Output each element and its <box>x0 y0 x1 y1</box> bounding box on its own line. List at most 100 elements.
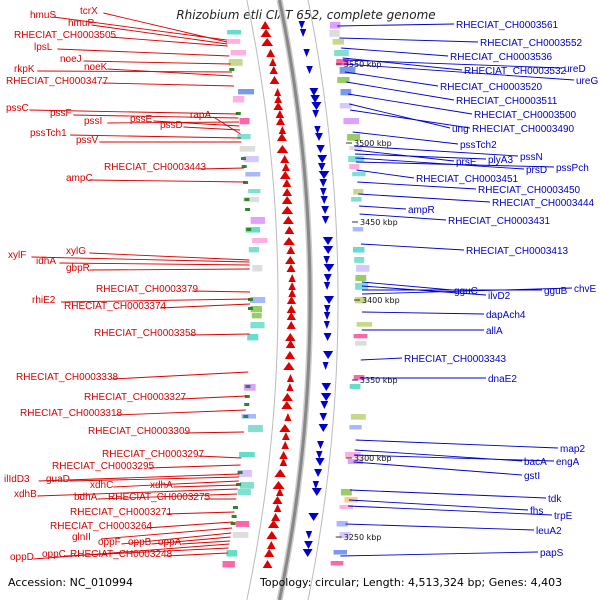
gc-marker <box>241 157 246 160</box>
outer-feature-block <box>332 39 344 45</box>
reverse-feature-arrow <box>269 58 277 66</box>
leader-line-left <box>33 543 230 560</box>
forward-feature-arrow <box>319 413 328 421</box>
leader-line-right <box>353 461 523 476</box>
leader-line-right <box>346 81 455 101</box>
leader-line-right <box>342 59 563 69</box>
reverse-feature-arrow <box>283 237 295 245</box>
outer-feature-block <box>337 77 350 84</box>
gene-label-left: oppC <box>42 549 66 560</box>
gene-label-right: gstI <box>524 471 540 482</box>
outer-feature-block <box>329 22 341 29</box>
gc-marker <box>245 208 251 211</box>
reverse-feature-arrow <box>281 401 293 409</box>
gene-label-right: dapAch4 <box>486 310 526 321</box>
forward-feature-arrow <box>316 145 325 153</box>
outer-feature-block <box>339 505 354 510</box>
leader-line-right <box>349 103 451 129</box>
gc-marker <box>246 228 252 231</box>
gene-label-left: pssD <box>160 120 183 131</box>
forward-feature-arrow <box>322 237 334 245</box>
tick-label: 3250 kbp <box>344 533 382 542</box>
forward-feature-arrow <box>314 469 323 477</box>
leader-line-left <box>103 12 228 43</box>
leader-line-right <box>354 145 519 157</box>
leader-line-right <box>348 505 553 516</box>
leader-line-left <box>190 333 250 336</box>
outer-feature-block <box>354 257 365 263</box>
gene-label-left: RHECIAT_CH0003275 <box>108 492 211 503</box>
leader-line-left <box>102 82 235 87</box>
gene-label-left: RHECIAT_CH0003443 <box>104 162 207 173</box>
gene-label-right: leuA2 <box>536 526 562 537</box>
gene-label-right: chvE <box>574 284 597 295</box>
reverse-feature-arrow <box>285 256 296 264</box>
gene-label-right: RHECIAT_CH0003532 <box>464 66 567 77</box>
outer-feature-block <box>336 521 348 527</box>
outer-feature-block <box>345 452 361 458</box>
gene-label-left: pssE <box>130 114 153 125</box>
gene-label-right: RHECIAT_CH0003500 <box>474 110 577 121</box>
inner-feature-block <box>237 489 251 496</box>
gc-marker <box>230 522 236 525</box>
leader-line-right <box>357 181 477 190</box>
forward-feature-arrow <box>320 401 329 409</box>
leader-line-left <box>38 473 240 482</box>
leader-line-left <box>60 298 251 303</box>
tick-label: 3400 kbp <box>362 296 400 305</box>
label-leader-lines <box>29 12 575 560</box>
reverse-feature-arrow <box>279 458 288 466</box>
leader-line-right <box>348 93 473 115</box>
reverse-feature-arrow <box>262 560 273 568</box>
inner-feature-block <box>238 89 255 95</box>
forward-feature-arrow <box>323 333 332 341</box>
gene-label-right: ampR <box>408 205 435 216</box>
leader-line-left <box>83 60 231 65</box>
outer-feature-block <box>349 384 361 389</box>
outer-feature-block <box>356 322 373 327</box>
reverse-feature-arrow <box>273 102 284 110</box>
gene-label-left: RHECIAT_CH0003318 <box>20 408 123 419</box>
forward-feature-arrow <box>323 274 332 282</box>
forward-feature-arrow <box>319 179 327 187</box>
accession-text: Accession: NC_010994 <box>8 576 134 589</box>
gc-marker <box>243 181 249 184</box>
gene-label-right: ureD <box>564 64 586 75</box>
gene-label-left: oppD <box>10 552 34 563</box>
outer-feature-block <box>333 550 347 555</box>
gene-label-left: hmuS <box>30 10 56 21</box>
inner-feature-block <box>251 313 262 319</box>
gc-marker <box>235 112 241 115</box>
leader-line-right <box>339 37 479 43</box>
forward-feature-arrow <box>318 424 329 432</box>
backbone-arc <box>278 0 312 600</box>
gene-label-right: allA <box>486 326 503 337</box>
outer-feature-block <box>339 67 356 74</box>
inner-feature-block <box>240 482 254 489</box>
leader-line-left <box>173 484 239 488</box>
forward-feature-arrow <box>320 188 327 196</box>
leader-line-left <box>153 120 240 127</box>
reverse-feature-arrow <box>281 441 289 449</box>
outer-feature-block <box>353 247 365 253</box>
leader-line-right <box>359 213 447 221</box>
leader-line-left <box>59 262 250 266</box>
reverse-feature-arrow <box>272 481 285 489</box>
reverse-feature-arrow <box>288 282 296 290</box>
leader-line-right <box>360 243 465 251</box>
outer-feature-block <box>352 172 366 177</box>
reverse-feature-arrow <box>281 163 290 171</box>
inner-feature-block <box>232 96 245 103</box>
gene-label-left: oppB <box>128 537 152 548</box>
gene-label-right: dnaE2 <box>488 374 517 385</box>
tick-label: 3450 kbp <box>360 218 398 227</box>
gc-marker <box>231 515 237 518</box>
forward-feature-arrow <box>310 95 320 103</box>
leader-line-left <box>100 527 233 540</box>
gene-label-right: prsE <box>456 157 477 168</box>
gene-label-right: gguC <box>454 286 478 297</box>
inner-feature-block <box>245 172 261 177</box>
gene-label-left: noeJ <box>60 54 82 65</box>
outer-feature-block <box>339 103 352 109</box>
